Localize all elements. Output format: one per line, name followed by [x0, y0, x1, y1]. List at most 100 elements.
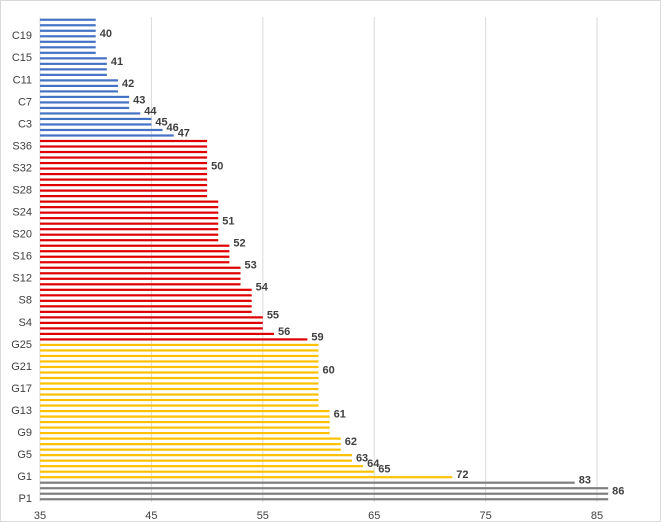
- bar: [40, 79, 118, 82]
- bar: [40, 156, 208, 159]
- bar: [40, 349, 319, 352]
- y-tick-label: S4: [19, 317, 32, 329]
- y-tick-label: S8: [19, 295, 32, 307]
- bar: [40, 299, 252, 302]
- bar: [40, 470, 375, 473]
- data-label: 64: [367, 458, 380, 470]
- bar: [40, 420, 330, 424]
- bar: [40, 68, 107, 71]
- bar: [40, 95, 130, 99]
- data-label: 62: [345, 436, 357, 448]
- data-label: 59: [311, 331, 323, 343]
- bar: [40, 29, 96, 32]
- y-tick-label: C15: [12, 52, 32, 64]
- y-tick-label: S24: [12, 207, 32, 219]
- bar: [40, 398, 319, 402]
- bar: [40, 272, 241, 275]
- bar: [40, 172, 208, 176]
- bar: [40, 139, 208, 143]
- bar: [40, 200, 219, 203]
- bar: [40, 112, 141, 115]
- data-label: 53: [245, 260, 257, 272]
- bar: [40, 332, 274, 336]
- y-tick-label: C19: [12, 30, 32, 42]
- bar: [40, 365, 319, 369]
- data-label: 72: [456, 469, 468, 481]
- y-tick-label: S12: [12, 273, 32, 285]
- bar: [40, 261, 230, 264]
- bar: [40, 283, 241, 286]
- bar: [40, 217, 219, 220]
- bar: [40, 222, 219, 225]
- bar: [40, 183, 208, 187]
- bar: [40, 476, 453, 479]
- bar: [40, 161, 208, 165]
- bar: [40, 189, 208, 192]
- bar: [40, 459, 352, 462]
- x-tick-label: 65: [368, 510, 380, 522]
- data-label: 63: [356, 453, 368, 465]
- data-label: 52: [233, 238, 245, 250]
- bar: [40, 387, 319, 391]
- bar: [40, 150, 208, 154]
- bar: [40, 338, 308, 341]
- bar: [40, 426, 330, 429]
- data-label: 55: [267, 309, 279, 321]
- bar: [40, 244, 230, 247]
- bar: [40, 145, 208, 148]
- data-label: 50: [211, 160, 223, 172]
- y-tick-label: C11: [13, 74, 32, 86]
- bar: [40, 487, 609, 490]
- bar: [40, 393, 319, 396]
- bar: [40, 233, 219, 236]
- bar: [40, 404, 319, 407]
- data-label: 51: [222, 216, 234, 228]
- data-label: 43: [133, 94, 145, 106]
- bar: [40, 382, 319, 385]
- y-tick-label: C3: [18, 118, 32, 130]
- data-label: 86: [612, 486, 624, 498]
- x-tick-label: 85: [591, 510, 603, 522]
- data-label: 41: [111, 56, 123, 68]
- bar: [40, 415, 330, 418]
- y-tick-label: G9: [17, 427, 32, 439]
- y-tick-label: S32: [12, 162, 32, 174]
- data-label: 83: [579, 475, 591, 487]
- bar: [40, 239, 219, 242]
- bar: [40, 409, 330, 413]
- y-tick-label: G13: [11, 405, 32, 417]
- bar: [40, 206, 219, 209]
- bar: [40, 195, 208, 198]
- bar: [40, 321, 263, 324]
- bar: [40, 492, 609, 495]
- bar: [40, 310, 252, 313]
- y-tick-label: G5: [17, 449, 32, 461]
- bar: [40, 62, 107, 65]
- bar: [40, 228, 219, 231]
- bar: [40, 448, 341, 451]
- data-label: 45: [155, 116, 167, 128]
- data-label: 56: [278, 326, 290, 338]
- y-tick-label: G21: [11, 361, 32, 373]
- x-tick-label: 55: [257, 510, 269, 522]
- bar: [40, 454, 352, 457]
- bar: [40, 432, 330, 435]
- bar: [40, 84, 118, 87]
- bar: [40, 90, 118, 93]
- bar: [40, 288, 252, 291]
- bar: [40, 255, 230, 258]
- data-label: 40: [100, 28, 112, 40]
- y-tick-label: S28: [12, 185, 32, 197]
- bar: [40, 465, 364, 468]
- bar: [40, 277, 241, 280]
- x-tick-label: 35: [34, 510, 46, 522]
- bar: [40, 327, 263, 330]
- bar: [40, 106, 130, 110]
- bar: [40, 305, 252, 308]
- bar: [40, 481, 575, 484]
- bar: [40, 167, 208, 170]
- bar: [40, 376, 319, 380]
- bar: [40, 371, 319, 374]
- bar: [40, 24, 96, 27]
